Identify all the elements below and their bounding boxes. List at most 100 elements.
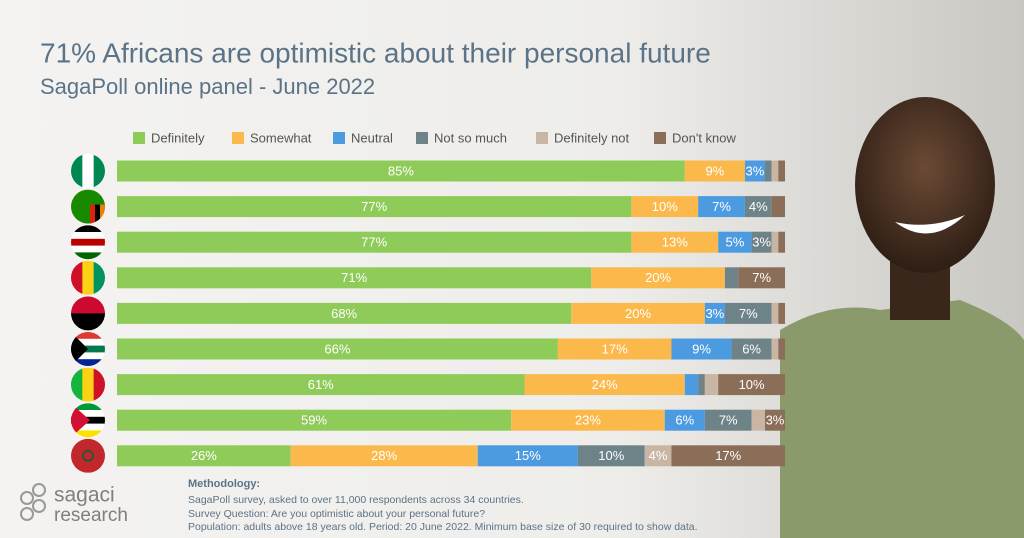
flag-stripe	[71, 238, 105, 247]
bar-segment	[117, 160, 685, 182]
flag-stripe	[93, 367, 105, 402]
value-label: 17%	[715, 448, 741, 463]
flag-stripe	[71, 232, 105, 240]
value-label: 7%	[739, 306, 758, 321]
value-label: 77%	[361, 199, 387, 214]
bar-segment	[764, 160, 772, 182]
bar-segment	[671, 445, 785, 467]
value-label: 4%	[649, 448, 668, 463]
logo: sagaci research	[20, 483, 128, 526]
flag-stripe	[71, 345, 105, 353]
flag	[71, 403, 105, 438]
value-label: 26%	[191, 448, 217, 463]
bar-segment	[524, 374, 685, 396]
bar-segment	[704, 409, 752, 431]
bar-segment	[290, 445, 478, 467]
flag	[71, 225, 105, 260]
bar-segment	[571, 302, 705, 324]
value-label: 3%	[766, 413, 785, 428]
bar-segment	[738, 267, 785, 289]
methodology-heading: Methodology:	[188, 478, 260, 490]
flag	[71, 296, 105, 331]
bar-segment	[778, 231, 785, 253]
flag-stripe	[71, 410, 105, 418]
value-label: 5%	[726, 235, 745, 250]
flag-stripe	[71, 313, 105, 331]
legend-label: Neutral	[351, 130, 393, 145]
bar-segment	[778, 160, 785, 182]
bar-segment	[718, 374, 785, 396]
bar-segment	[591, 267, 725, 289]
value-label: 61%	[308, 377, 334, 392]
flag-stripe	[71, 225, 105, 233]
value-label: 3%	[752, 235, 771, 250]
flag-stripe	[71, 338, 105, 347]
flag-stripe	[71, 189, 83, 224]
flag-stripe	[82, 154, 95, 188]
flag	[71, 367, 105, 402]
flag	[71, 154, 105, 188]
bar-segment	[778, 338, 785, 360]
value-label: 3%	[705, 306, 724, 321]
bar-segment	[771, 302, 779, 324]
legend-label: Don't know	[672, 130, 737, 145]
flag-shape	[71, 403, 90, 438]
value-label: 77%	[361, 235, 387, 250]
bar-segment	[664, 409, 705, 431]
logo-text: research	[54, 505, 128, 526]
bar-segment	[744, 196, 772, 218]
bar-segment	[117, 445, 291, 467]
flag-stripe	[71, 430, 105, 438]
photo-shirt	[780, 300, 1024, 538]
flag-stripe	[71, 403, 105, 411]
bar-segment	[698, 196, 745, 218]
flag-stripe	[71, 352, 105, 360]
value-label: 9%	[692, 341, 711, 356]
flag-stripe	[71, 245, 105, 253]
value-label: 7%	[719, 413, 738, 428]
value-label: 15%	[515, 448, 541, 463]
bar-segment	[117, 374, 525, 396]
value-label: 85%	[388, 163, 414, 178]
bar-segment	[724, 302, 772, 324]
flag-stripe	[71, 296, 105, 314]
bar-segment	[117, 409, 512, 431]
bar-segment	[771, 196, 785, 218]
flag-stripe	[71, 359, 105, 366]
flag-stripe	[82, 189, 95, 224]
value-label: 66%	[324, 341, 350, 356]
flag-stripe	[90, 204, 95, 224]
value-label: 9%	[705, 163, 724, 178]
flag-shape	[71, 332, 88, 366]
bar-segment	[744, 160, 765, 182]
flag-stripe	[71, 367, 83, 402]
bar-segment	[771, 231, 779, 253]
bar-segment	[477, 445, 578, 467]
value-label: 24%	[592, 377, 618, 392]
bar-segment	[671, 338, 732, 360]
value-label: 7%	[752, 270, 771, 285]
value-label: 13%	[662, 235, 688, 250]
bar-segment	[704, 374, 719, 396]
value-label: 20%	[645, 270, 671, 285]
bar-segment	[577, 445, 645, 467]
value-label: 7%	[712, 199, 731, 214]
flag	[71, 438, 105, 473]
value-label: 20%	[625, 306, 651, 321]
bar-segment	[724, 267, 739, 289]
bar-segment	[631, 196, 699, 218]
photo-head	[855, 97, 995, 273]
legend-swatch	[333, 132, 345, 144]
bar-segment	[631, 231, 719, 253]
flag-stripe	[82, 260, 95, 295]
flag-stripe	[95, 204, 100, 224]
bar-segment	[557, 338, 672, 360]
legend-swatch	[133, 132, 145, 144]
bar-segment	[731, 338, 772, 360]
flag-stripe	[71, 252, 105, 260]
bar-segment	[771, 338, 779, 360]
flag-stripe	[71, 423, 105, 431]
value-label: 71%	[341, 270, 367, 285]
value-label: 10%	[598, 448, 624, 463]
bar-segment	[771, 160, 779, 182]
